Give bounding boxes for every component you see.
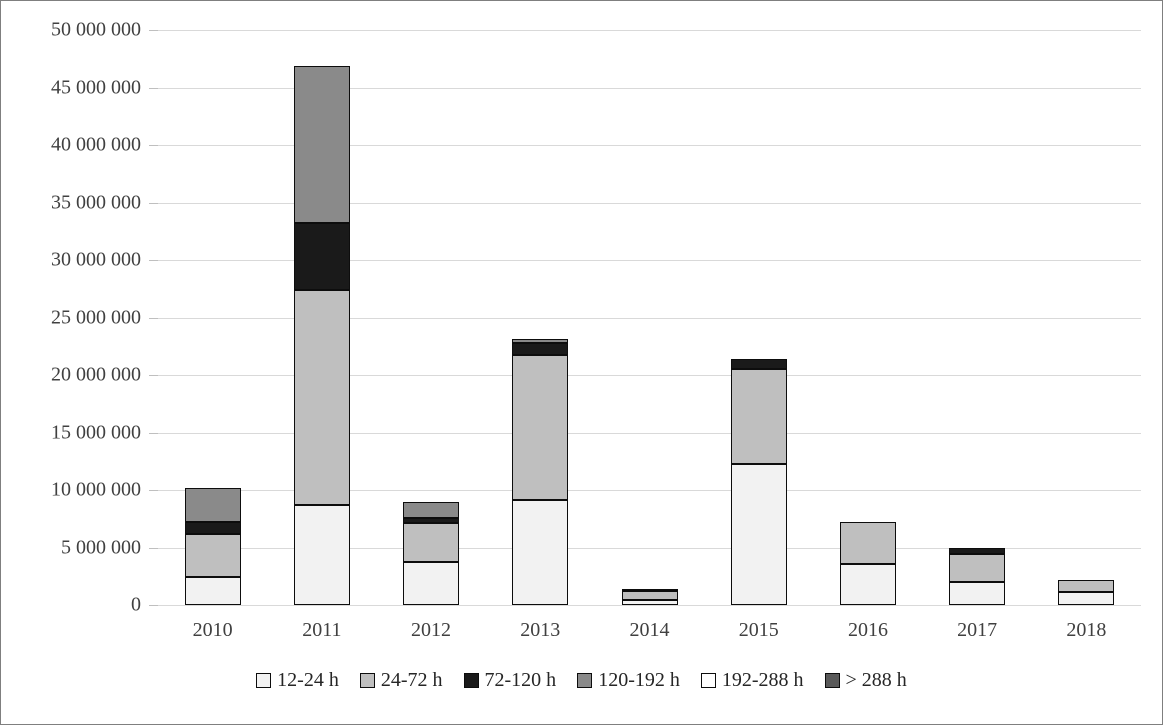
legend-label: 120-192 h bbox=[598, 669, 680, 691]
bar-segment bbox=[1058, 592, 1115, 605]
y-axis-tick-label: 25 000 000 bbox=[51, 306, 141, 328]
legend-item: 12-24 h bbox=[256, 669, 339, 692]
x-axis-category-label: 2012 bbox=[411, 619, 452, 641]
bar-segment bbox=[293, 289, 350, 505]
y-axis-tick bbox=[149, 202, 158, 204]
x-axis-category-label: 2013 bbox=[520, 619, 561, 641]
gridline bbox=[158, 87, 1141, 89]
legend-swatch-icon bbox=[256, 673, 272, 688]
bar-segment bbox=[730, 369, 787, 464]
legend-item: 72-120 h bbox=[463, 669, 557, 692]
bar-segment bbox=[730, 358, 787, 370]
y-axis-tick-label: 50 000 000 bbox=[51, 18, 141, 41]
legend-label: 12-24 h bbox=[277, 669, 339, 691]
y-axis-tick bbox=[149, 605, 158, 606]
y-axis-tick bbox=[149, 87, 158, 89]
bar-segment bbox=[730, 463, 787, 605]
gridline bbox=[158, 432, 1141, 434]
legend-item: 120-192 h bbox=[577, 669, 680, 692]
y-axis-tick-label: 0 bbox=[131, 593, 141, 616]
legend-swatch-icon bbox=[824, 673, 840, 688]
bar-segment bbox=[293, 504, 350, 605]
legend-label: 72-120 h bbox=[484, 669, 557, 691]
bar-segment bbox=[184, 533, 241, 578]
legend-swatch-icon bbox=[463, 673, 479, 688]
bar-segment bbox=[184, 487, 241, 523]
y-axis-tick bbox=[149, 260, 158, 261]
bar-segment bbox=[949, 554, 1006, 582]
gridline bbox=[158, 547, 1141, 549]
y-axis-tick bbox=[149, 30, 158, 31]
gridline bbox=[158, 260, 1141, 261]
x-axis-category-label: 2017 bbox=[957, 619, 998, 641]
bar-segment bbox=[839, 563, 896, 605]
x-axis-category-label: 2015 bbox=[738, 619, 779, 641]
y-axis-tick-label: 30 000 000 bbox=[51, 248, 141, 271]
bar-segment bbox=[293, 223, 350, 290]
y-axis-tick-label: 10 000 000 bbox=[51, 478, 141, 501]
bar-segment bbox=[512, 342, 569, 356]
y-axis-tick bbox=[149, 145, 158, 146]
bar-segment bbox=[512, 339, 569, 343]
x-axis-category-label: 2014 bbox=[629, 619, 670, 641]
legend-item: 192-288 h bbox=[700, 669, 804, 692]
gridline bbox=[158, 490, 1141, 491]
bar-segment bbox=[403, 562, 460, 605]
legend-item: > 288 h bbox=[824, 669, 907, 692]
legend-swatch-icon bbox=[577, 673, 593, 688]
y-axis-tick bbox=[149, 432, 158, 434]
y-axis-tick-label: 20 000 000 bbox=[51, 363, 141, 386]
bar-segment bbox=[621, 600, 678, 605]
x-axis-category-label: 2010 bbox=[192, 619, 233, 641]
legend: 12-24 h 24-72 h 72-120 h 120-192 h 192-288 h… bbox=[1, 669, 1162, 692]
y-axis-tick bbox=[149, 490, 158, 491]
y-axis-tick-label: 15 000 000 bbox=[51, 421, 141, 443]
legend-label: 24-72 h bbox=[380, 669, 443, 691]
bar-segment bbox=[839, 522, 896, 564]
bar-segment bbox=[512, 355, 569, 501]
gridline bbox=[158, 145, 1141, 146]
x-axis-category-label: 2016 bbox=[847, 619, 888, 641]
gridline bbox=[158, 30, 1141, 31]
y-axis-tick bbox=[149, 375, 158, 376]
legend-label: 192-288 h bbox=[721, 669, 804, 691]
bar-segment bbox=[403, 523, 460, 563]
bar-segment bbox=[621, 588, 678, 592]
y-axis-tick-label: 40 000 000 bbox=[51, 133, 141, 156]
bar-segment bbox=[403, 517, 460, 524]
y-axis-tick bbox=[149, 317, 158, 319]
gridline bbox=[158, 317, 1141, 319]
bar-segment bbox=[949, 548, 1006, 555]
legend-item: 24-72 h bbox=[359, 669, 443, 692]
bar-segment bbox=[403, 501, 460, 518]
bar-segment bbox=[512, 500, 569, 605]
y-axis-tick-label: 45 000 000 bbox=[51, 76, 141, 98]
gridline bbox=[158, 605, 1141, 606]
bar-segment bbox=[184, 522, 241, 534]
bar-segment bbox=[621, 591, 678, 601]
x-axis-category-label: 2018 bbox=[1066, 619, 1107, 641]
gridline bbox=[158, 202, 1141, 204]
bar-segment bbox=[1058, 579, 1115, 593]
bar-segment bbox=[949, 582, 1006, 605]
gridline bbox=[158, 375, 1141, 376]
bar-segment bbox=[184, 577, 241, 605]
y-axis-tick-label: 35 000 000 bbox=[51, 191, 141, 213]
x-axis-category-label: 2011 bbox=[302, 619, 342, 641]
plot-area bbox=[158, 30, 1141, 606]
y-axis-tick-label: 5 000 000 bbox=[61, 536, 141, 558]
y-axis-tick bbox=[149, 547, 158, 549]
legend-swatch-icon bbox=[359, 673, 375, 688]
bar-segment bbox=[293, 65, 350, 224]
legend-label: > 288 h bbox=[845, 669, 907, 691]
legend-swatch-icon bbox=[700, 673, 716, 688]
